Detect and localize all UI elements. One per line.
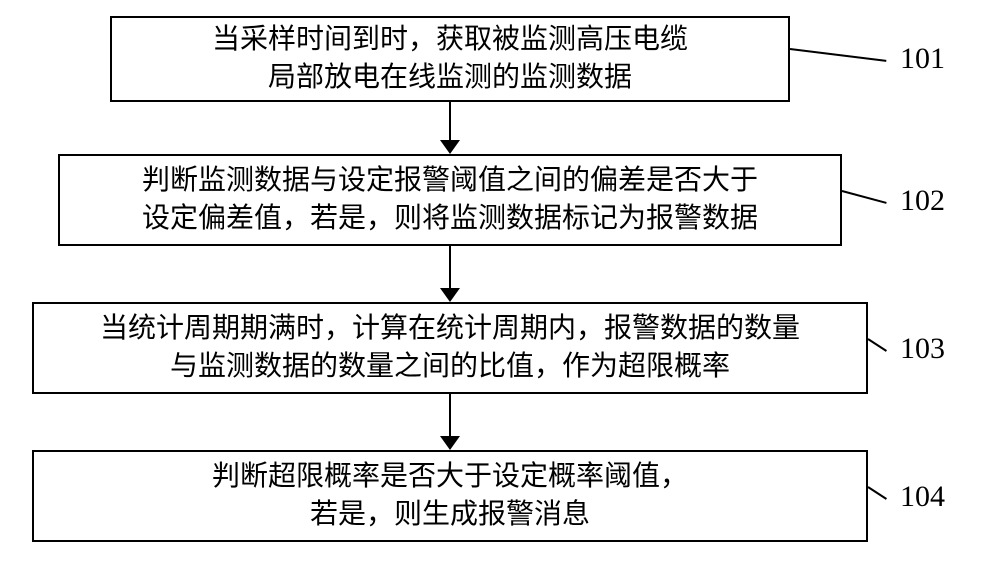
step-label-104: 104 [900,480,945,514]
arrow-shaft-1 [449,102,451,140]
arrow-head-3 [440,436,460,450]
label-connector-102 [842,190,887,204]
label-connector-101 [790,48,887,62]
step-label-103: 103 [900,332,945,366]
arrow-shaft-2 [449,246,451,288]
step-text-102: 判断监测数据与设定报警阈值之间的偏差是否大于 设定偏差值，若是，则将监测数据标记… [142,162,758,238]
step-box-103: 当统计周期期满时，计算在统计周期内，报警数据的数量 与监测数据的数量之间的比值，… [32,302,868,394]
arrow-shaft-3 [449,394,451,436]
step-label-101: 101 [900,42,945,76]
label-connector-103 [867,338,887,352]
step-box-101: 当采样时间到时，获取被监测高压电缆 局部放电在线监测的监测数据 [110,16,790,102]
arrow-head-1 [440,140,460,154]
label-connector-104 [867,486,887,500]
arrow-head-2 [440,288,460,302]
step-box-104: 判断超限概率是否大于设定概率阈值， 若是，则生成报警消息 [32,450,868,542]
step-text-101: 当采样时间到时，获取被监测高压电缆 局部放电在线监测的监测数据 [212,21,688,97]
step-text-104: 判断超限概率是否大于设定概率阈值， 若是，则生成报警消息 [212,458,688,534]
step-box-102: 判断监测数据与设定报警阈值之间的偏差是否大于 设定偏差值，若是，则将监测数据标记… [58,154,842,246]
flowchart-canvas: 当采样时间到时，获取被监测高压电缆 局部放电在线监测的监测数据 101 判断监测… [0,0,1000,561]
step-text-103: 当统计周期期满时，计算在统计周期内，报警数据的数量 与监测数据的数量之间的比值，… [100,310,800,386]
step-label-102: 102 [900,184,945,218]
